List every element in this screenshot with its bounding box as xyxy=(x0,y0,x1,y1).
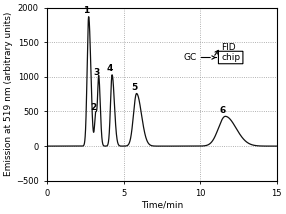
Text: 4: 4 xyxy=(107,64,113,73)
Text: 6: 6 xyxy=(220,106,226,115)
Text: GC: GC xyxy=(184,53,197,62)
Text: 1: 1 xyxy=(84,6,90,15)
FancyBboxPatch shape xyxy=(219,51,243,64)
Text: 3: 3 xyxy=(94,68,100,77)
Text: chip: chip xyxy=(221,53,240,62)
Y-axis label: Emission at 519 nm (arbitrary units): Emission at 519 nm (arbitrary units) xyxy=(4,12,13,176)
Text: FID: FID xyxy=(221,43,236,52)
Text: 2: 2 xyxy=(90,103,97,112)
Text: 5: 5 xyxy=(131,83,138,92)
X-axis label: Time/min: Time/min xyxy=(141,201,183,210)
